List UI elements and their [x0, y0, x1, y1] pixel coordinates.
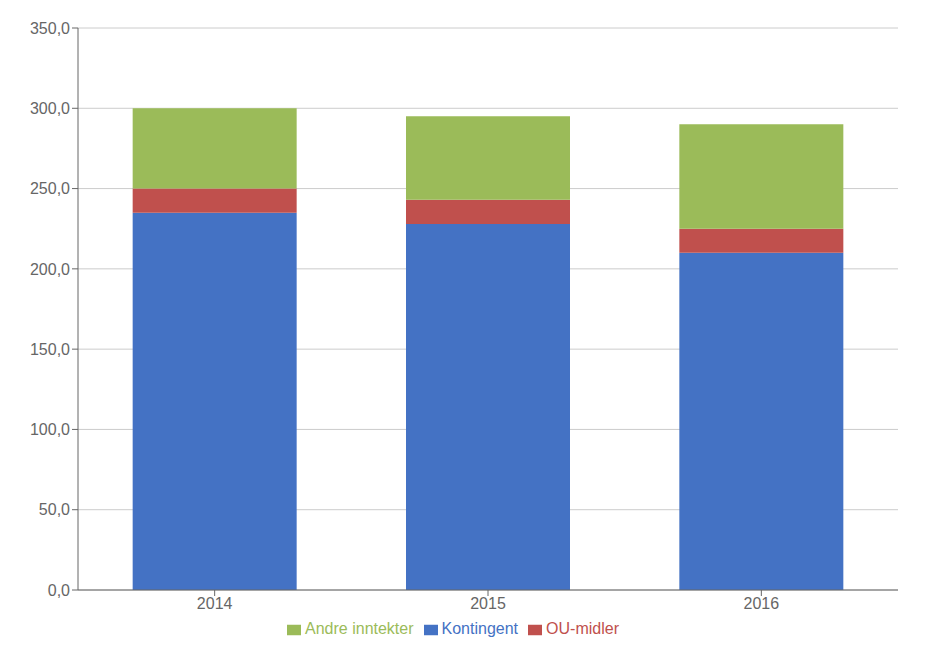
svg-text:150,0: 150,0 — [30, 341, 70, 358]
svg-text:350,0: 350,0 — [30, 20, 70, 37]
html-text:Kontingent: Kontingent — [441, 620, 519, 637]
svg-text:50,0: 50,0 — [39, 501, 70, 518]
svg-text:300,0: 300,0 — [30, 100, 70, 117]
svg-text:2015: 2015 — [470, 595, 506, 612]
svg-text:250,0: 250,0 — [30, 180, 70, 197]
svg-text:2014: 2014 — [197, 595, 233, 612]
html-text:Andre inntekter: Andre inntekter — [305, 620, 414, 637]
svg-text:100,0: 100,0 — [30, 421, 70, 438]
svg-text:200,0: 200,0 — [30, 261, 70, 278]
svg-text:2016: 2016 — [744, 595, 780, 612]
svg-text:0,0: 0,0 — [48, 582, 70, 599]
html-text:OU-midler: OU-midler — [546, 620, 619, 637]
